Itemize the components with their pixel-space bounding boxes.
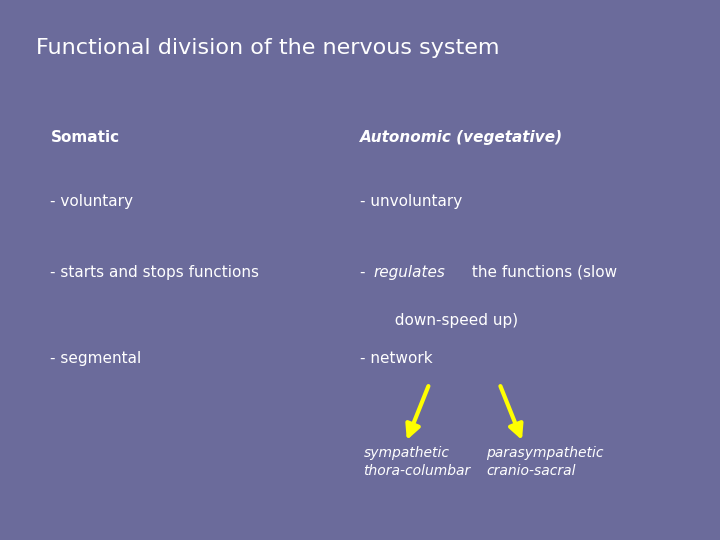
Text: - voluntary: - voluntary [50, 194, 133, 210]
Text: -: - [360, 265, 370, 280]
Text: sympathetic
thora-columbar: sympathetic thora-columbar [364, 446, 471, 478]
Text: - segmental: - segmental [50, 351, 142, 366]
Text: - unvoluntary: - unvoluntary [360, 194, 462, 210]
Text: parasympathetic
cranio-sacral: parasympathetic cranio-sacral [486, 446, 603, 478]
Text: Autonomic (vegetative): Autonomic (vegetative) [360, 130, 563, 145]
Text: - starts and stops functions: - starts and stops functions [50, 265, 259, 280]
Text: - network: - network [360, 351, 433, 366]
Text: Somatic: Somatic [50, 130, 120, 145]
Text: the functions (slow: the functions (slow [467, 265, 617, 280]
Text: down-speed up): down-speed up) [385, 313, 518, 328]
Text: regulates: regulates [374, 265, 446, 280]
Text: Functional division of the nervous system: Functional division of the nervous syste… [36, 38, 500, 58]
